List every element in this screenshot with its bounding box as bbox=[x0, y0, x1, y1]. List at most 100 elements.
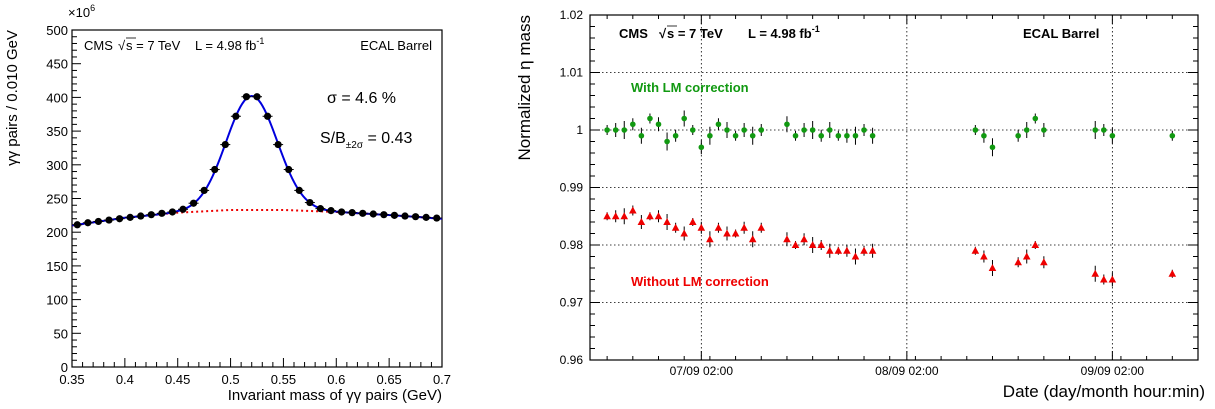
right-point-with-lm bbox=[989, 144, 996, 151]
right-point-without-lm bbox=[1100, 275, 1108, 283]
right-point-without-lm bbox=[860, 246, 868, 254]
right-point-without-lm bbox=[1014, 258, 1022, 266]
left-y-tick-label: 450 bbox=[46, 57, 68, 72]
right-point-without-lm bbox=[1168, 269, 1177, 277]
left-data-point bbox=[348, 209, 356, 217]
left-data-point bbox=[189, 199, 198, 207]
right-point-with-lm bbox=[981, 132, 987, 139]
left-data-point bbox=[295, 186, 303, 195]
right-x-tick-label: 08/09 02:00 bbox=[875, 364, 939, 378]
left-data-point bbox=[211, 165, 219, 174]
right-point-with-lm bbox=[1023, 127, 1030, 133]
right-point-with-lm bbox=[612, 127, 619, 133]
right-point-with-lm bbox=[715, 121, 722, 128]
right-point-without-lm bbox=[731, 229, 740, 237]
left-data-point bbox=[105, 216, 113, 224]
left-data-point bbox=[274, 140, 282, 149]
right-point-without-lm bbox=[783, 235, 791, 243]
left-data-point bbox=[242, 93, 251, 101]
right-point-without-lm bbox=[688, 218, 697, 225]
left-y-tick-label: 350 bbox=[46, 124, 68, 139]
right-point-without-lm bbox=[671, 223, 680, 231]
right-y-tick-label: 1.01 bbox=[560, 66, 584, 80]
left-y-tick-label: 100 bbox=[46, 293, 68, 308]
right-x-tick-label: 07/09 02:00 bbox=[670, 364, 734, 378]
left-y-tick-label: 400 bbox=[46, 90, 68, 105]
right-point-with-lm bbox=[672, 132, 679, 139]
right-point-without-lm bbox=[791, 241, 800, 248]
right-point-with-lm bbox=[655, 121, 662, 128]
left-x-tick-label: 0.5 bbox=[222, 372, 240, 387]
right-point-with-lm bbox=[621, 127, 628, 133]
right-point-without-lm bbox=[680, 229, 688, 237]
left-data-point bbox=[369, 210, 377, 218]
left-y-tick-label: 150 bbox=[46, 259, 68, 274]
right-chart: 07/09 02:00 08/09 02:00 09/09 02:00 0.96 0.9… bbox=[515, 8, 1205, 401]
right-point-with-lm bbox=[647, 115, 653, 122]
left-data-point bbox=[316, 205, 325, 213]
left-data-point bbox=[411, 213, 420, 221]
left-x-tick-label: 0.7 bbox=[433, 372, 451, 387]
right-point-without-lm bbox=[748, 235, 757, 243]
right-point-without-lm bbox=[697, 223, 706, 231]
left-x-axis-label: Invariant mass of γγ pairs (GeV) bbox=[228, 387, 442, 404]
right-point-with-lm bbox=[732, 132, 739, 139]
left-x-tick-label: 0.65 bbox=[376, 372, 401, 387]
left-data-point bbox=[433, 214, 441, 222]
left-x-tick-label: 0.35 bbox=[59, 372, 84, 387]
right-point-without-lm bbox=[1108, 275, 1117, 283]
right-point-without-lm bbox=[834, 246, 843, 254]
right-point-with-lm bbox=[809, 127, 816, 133]
right-point-with-lm bbox=[861, 127, 867, 133]
right-cms-label: CMS bbox=[619, 26, 648, 41]
right-point-without-lm bbox=[843, 246, 851, 254]
right-point-without-lm bbox=[825, 246, 834, 254]
left-data-point bbox=[306, 198, 314, 207]
left-data-point bbox=[115, 215, 124, 223]
right-point-without-lm bbox=[1040, 258, 1048, 266]
right-point-without-lm bbox=[629, 206, 637, 214]
left-sqrt-symbol: √ bbox=[118, 38, 126, 53]
right-y-tick-label: 0.97 bbox=[560, 296, 584, 310]
right-point-with-lm bbox=[1015, 132, 1021, 139]
left-y-tick-label: 200 bbox=[46, 225, 68, 240]
left-lumi-label: L = 4.98 fb-1 bbox=[195, 36, 264, 53]
right-point-without-lm bbox=[988, 264, 997, 271]
right-point-with-lm bbox=[689, 127, 696, 133]
left-data-point bbox=[179, 205, 187, 213]
right-point-with-lm bbox=[758, 127, 765, 133]
right-point-with-lm bbox=[792, 132, 799, 139]
right-energy-label: s = 7 TeV bbox=[667, 26, 723, 41]
right-point-with-lm bbox=[1032, 115, 1039, 122]
left-y-multiplier: ×106 bbox=[68, 3, 95, 20]
right-point-without-lm bbox=[851, 252, 860, 260]
left-data-point bbox=[380, 211, 388, 219]
left-data-point bbox=[285, 165, 293, 174]
left-background-line bbox=[71, 208, 443, 227]
right-point-without-lm bbox=[971, 246, 980, 254]
left-data-points bbox=[72, 93, 442, 229]
left-data-point bbox=[263, 112, 272, 120]
right-point-without-lm bbox=[868, 246, 877, 254]
left-sb-label: S/B±2σ = 0.43 bbox=[320, 130, 413, 151]
right-point-without-lm bbox=[1031, 241, 1040, 248]
right-point-without-lm bbox=[808, 241, 817, 248]
right-lumi-label: L = 4.98 fb-1 bbox=[748, 24, 820, 41]
left-background-curve bbox=[71, 208, 443, 227]
right-point-with-lm bbox=[707, 132, 713, 139]
right-point-with-lm bbox=[972, 127, 979, 133]
left-data-point bbox=[147, 211, 155, 219]
left-data-point bbox=[253, 93, 261, 101]
right-point-without-lm bbox=[603, 212, 611, 220]
right-point-with-lm bbox=[638, 132, 645, 139]
right-sqrt-symbol: √ bbox=[659, 26, 667, 41]
right-point-without-lm bbox=[817, 241, 826, 248]
right-point-without-lm bbox=[611, 212, 620, 220]
right-point-without-lm bbox=[654, 212, 663, 220]
right-y-tick-label: 0.98 bbox=[560, 238, 584, 252]
left-x-tick-label: 0.55 bbox=[271, 372, 296, 387]
right-point-without-lm bbox=[620, 212, 629, 220]
left-data-point bbox=[327, 207, 335, 215]
left-data-point bbox=[137, 212, 145, 220]
